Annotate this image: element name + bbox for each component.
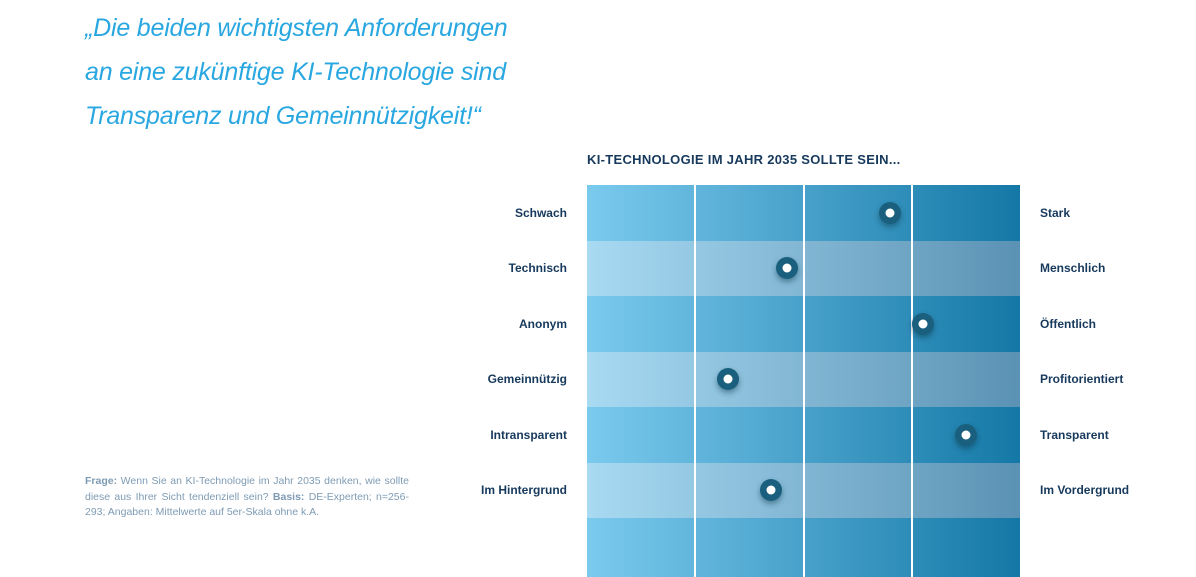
footnote-segment: Wenn Sie an KI-Technologie im Jahr 2035 … <box>85 475 409 503</box>
footnote-bold-segment: Basis: <box>272 490 305 503</box>
grid-row-filler <box>587 518 1020 577</box>
chart-title: KI-TECHNOLOGIE IM JAHR 2035 SOLLTE SEIN.… <box>587 152 901 167</box>
grid-row <box>587 185 1020 241</box>
row-label-left: Gemeinnützig <box>487 372 567 387</box>
left-pole-labels: Schwach Technisch Anonym Gemeinnützig Intran… <box>300 185 567 518</box>
grid-row <box>587 240 1020 296</box>
grid-rows <box>587 185 1020 577</box>
data-point-dot <box>911 312 934 335</box>
grid-row <box>587 462 1020 518</box>
row-label-right: Stark <box>1040 205 1071 220</box>
grid-row <box>587 296 1020 352</box>
data-point-dot-core <box>918 319 928 329</box>
row-label-right: Profitorientiert <box>1040 372 1124 387</box>
data-point-dot <box>716 368 739 391</box>
footnote: Frage: Wenn Sie an KI-Technologie im Jah… <box>85 474 409 521</box>
row-label-right: Öffentlich <box>1040 316 1096 331</box>
quote: „Die beiden wichtigsten Anforderungen an… <box>85 6 555 138</box>
data-point-dot-core <box>782 263 792 273</box>
data-point-dot-core <box>723 374 733 384</box>
data-point-dot <box>776 257 799 280</box>
data-point-dot <box>954 423 977 446</box>
row-label-right: Im Vordergrund <box>1040 483 1130 498</box>
dot-grid <box>587 185 1020 577</box>
data-point-dot-core <box>885 208 895 218</box>
footnote-bold-segment: Frage: <box>85 475 118 487</box>
quote-line-1: „Die beiden wichtigsten Anforderungen <box>85 14 508 42</box>
quote-line-2: an eine zukünftige KI-Technologie sind <box>85 58 506 86</box>
footnote-segment: DE-Experten; n=256-293; Angaben: Mittelw… <box>85 490 409 519</box>
row-label-left: Technisch <box>508 261 567 276</box>
data-point-dot-core <box>766 485 776 495</box>
right-pole-labels: Stark Menschlich Öffentlich Profitorientier… <box>1040 185 1196 518</box>
grid-row <box>587 351 1020 407</box>
data-point-dot <box>879 201 902 224</box>
row-label-right: Menschlich <box>1040 261 1106 276</box>
data-point-dot <box>760 479 783 502</box>
quote-line-3: Transparenz und Gemeinnützigkeit!“ <box>85 102 481 130</box>
row-label-left: Intransparent <box>490 427 567 442</box>
row-label-right: Transparent <box>1040 427 1109 442</box>
row-label-left: Anonym <box>519 316 567 331</box>
row-label-left: Schwach <box>514 205 567 220</box>
data-point-dot-core <box>961 430 971 440</box>
grid-row <box>587 407 1020 463</box>
row-label-left: Im Hintergrund <box>481 483 567 498</box>
